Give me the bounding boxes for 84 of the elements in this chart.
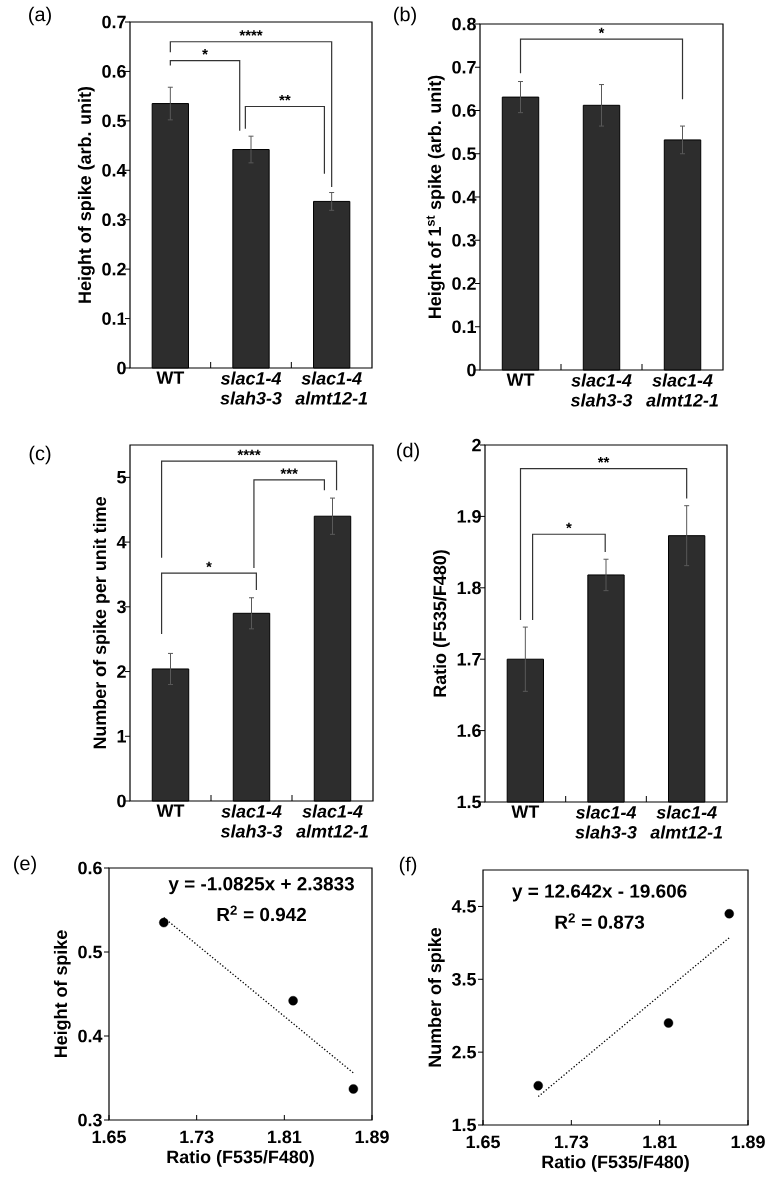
y-tick-label: 0.4 bbox=[452, 190, 477, 204]
y-tick-label: 4.5 bbox=[451, 900, 476, 913]
x-tick-label: 1.65 bbox=[92, 1130, 126, 1144]
chart-title: (f) bbox=[399, 856, 417, 876]
annotation: **** bbox=[237, 449, 261, 456]
annotation: y = 12.642x - 19.606 bbox=[512, 884, 687, 902]
y-tick-label: 0.3 bbox=[452, 233, 476, 247]
y-tick-label: 1.8 bbox=[457, 581, 481, 595]
chart-title: (b) bbox=[394, 6, 416, 26]
y-tick-label: 0 bbox=[467, 363, 476, 377]
x-tick-label: WT bbox=[156, 371, 185, 384]
chart-title: (a) bbox=[29, 6, 51, 26]
x-tick-label: 1.73 bbox=[180, 1130, 214, 1144]
annotation: * bbox=[566, 522, 572, 529]
y-tick-label: 2.5 bbox=[452, 1045, 476, 1059]
x-tick-label: slac1-4 slah3-3 bbox=[575, 805, 637, 839]
y-tick-label: 4 bbox=[116, 535, 127, 549]
y-tick-label: 1.7 bbox=[457, 653, 481, 666]
y-tick-label: 1.5 bbox=[452, 1118, 476, 1132]
y-tick-label: 0.4 bbox=[78, 1029, 103, 1043]
y-tick-label: 0.6 bbox=[452, 104, 476, 117]
y-tick-label: 3 bbox=[116, 600, 126, 614]
x-axis-title: Ratio (F535/F480) bbox=[167, 1150, 314, 1167]
y-axis-title: Height of 1$^{st}$ spike (arb. unit) bbox=[426, 75, 445, 319]
y-tick-label: 0.7 bbox=[102, 15, 126, 29]
x-tick-label: slac1-4 almt12-1 bbox=[646, 373, 718, 407]
y-tick-label: 0.3 bbox=[78, 1113, 102, 1127]
x-tick-label: WT bbox=[506, 373, 535, 386]
x-tick-label: 1.89 bbox=[355, 1130, 389, 1144]
y-tick-label: 0.3 bbox=[102, 213, 126, 227]
y-axis-title: Ratio (F535/F480) bbox=[432, 550, 450, 697]
chart-title: (e) bbox=[14, 855, 36, 875]
y-tick-label: 1.9 bbox=[457, 510, 481, 523]
x-tick-label: WT bbox=[156, 804, 185, 817]
x-tick-label: slac1-4 slah3-3 bbox=[570, 373, 633, 407]
y-tick-label: 0.1 bbox=[452, 320, 476, 334]
y-tick-label: 3.5 bbox=[451, 972, 476, 986]
y-tick-label: 0.7 bbox=[452, 60, 476, 74]
x-tick-label: slac1-4 almt12-1 bbox=[650, 805, 723, 839]
y-axis-title: Height of spike bbox=[53, 930, 71, 1058]
y-tick-label: 0.2 bbox=[102, 262, 126, 276]
y-tick-label: 1.6 bbox=[457, 724, 481, 737]
y-tick-label: 0.5 bbox=[102, 114, 126, 128]
y-tick-label: 0.1 bbox=[102, 312, 126, 325]
y-tick-label: 0.5 bbox=[452, 147, 476, 161]
annotation: ** bbox=[279, 95, 291, 101]
x-tick-label: 1.73 bbox=[555, 1135, 589, 1149]
x-tick-label: 1.89 bbox=[731, 1135, 765, 1149]
x-tick-label: 1.65 bbox=[466, 1135, 500, 1149]
y-tick-label: 1.5 bbox=[457, 795, 481, 809]
annotation: * bbox=[202, 49, 208, 55]
annotation: * bbox=[206, 561, 212, 568]
y-tick-label: 0.2 bbox=[452, 277, 476, 290]
y-tick-label: 0 bbox=[117, 794, 126, 808]
x-tick-label: WT bbox=[511, 805, 540, 818]
x-tick-label: slac1-4 almt12-1 bbox=[295, 371, 368, 405]
y-axis-title: Height of spike (arb. unit) bbox=[77, 86, 95, 303]
annotation: R$^{2}$ = 0.873 bbox=[555, 913, 645, 929]
y-tick-label: 2 bbox=[472, 438, 481, 452]
y-tick-label: 1 bbox=[117, 730, 126, 743]
y-axis-title: Number of spike per unit time bbox=[92, 497, 110, 749]
annotation: * bbox=[598, 27, 605, 34]
annotation: R$^{2}$ = 0.942 bbox=[217, 905, 306, 922]
y-tick-label: 5 bbox=[117, 471, 126, 484]
y-tick-label: 0.4 bbox=[102, 163, 127, 177]
y-tick-label: 0.6 bbox=[102, 65, 126, 78]
y-tick-label: 0.5 bbox=[78, 945, 102, 959]
x-axis-title: Ratio (F535/F480) bbox=[542, 1155, 689, 1172]
y-tick-label: 2 bbox=[117, 665, 126, 678]
y-axis-title: Number of spike bbox=[427, 927, 445, 1067]
x-tick-label: slac1-4 almt12-1 bbox=[296, 804, 368, 838]
x-tick-label: slac1-4 slah3-3 bbox=[220, 371, 282, 405]
annotation: *** bbox=[280, 468, 298, 475]
annotation: y = -1.0825x + 2.3833 bbox=[168, 877, 354, 895]
chart-title: (c) bbox=[29, 445, 51, 465]
x-tick-label: slac1-4 slah3-3 bbox=[220, 804, 283, 838]
annotation: ** bbox=[597, 457, 610, 463]
x-tick-label: 1.81 bbox=[268, 1130, 302, 1144]
y-tick-label: 0.6 bbox=[78, 861, 102, 875]
x-tick-label: 1.81 bbox=[643, 1135, 677, 1149]
chart-title: (d) bbox=[397, 442, 419, 462]
y-tick-label: 0 bbox=[117, 361, 126, 375]
annotation: **** bbox=[239, 30, 263, 36]
y-tick-label: 0.8 bbox=[452, 17, 476, 31]
